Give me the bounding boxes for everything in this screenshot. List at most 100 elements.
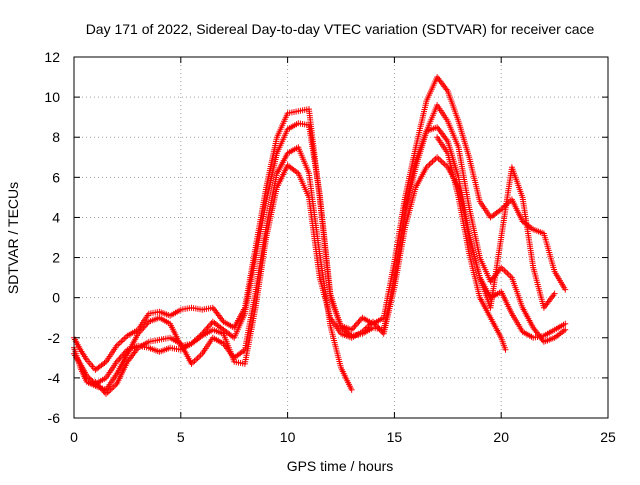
- data-point-cluster: [402, 160, 419, 211]
- data-point-cluster: [327, 322, 344, 369]
- data-point-cluster: [284, 121, 300, 133]
- data-point-cluster: [444, 118, 461, 149]
- data-point-cluster: [487, 207, 503, 221]
- data-point-cluster: [103, 360, 119, 381]
- data-point-cluster: [231, 306, 247, 331]
- data-point-cluster: [263, 136, 280, 191]
- series-track-4: [92, 144, 355, 397]
- data-point-cluster: [306, 170, 323, 255]
- data-point-cluster: [530, 226, 546, 236]
- data-point-cluster: [551, 327, 567, 341]
- data-point: [502, 346, 509, 353]
- data-point-cluster: [113, 348, 130, 365]
- data-point-cluster: [498, 288, 514, 315]
- data-point-cluster: [145, 315, 161, 325]
- data-point-cluster: [551, 321, 567, 333]
- data-point-cluster: [241, 246, 259, 311]
- data-point-cluster: [444, 150, 461, 199]
- data-point-cluster: [455, 174, 472, 235]
- series-track-6: [434, 134, 509, 353]
- data-point-cluster: [434, 74, 450, 93]
- data-point-cluster: [124, 346, 140, 365]
- data-point-cluster: [252, 236, 269, 311]
- data-point-cluster: [295, 170, 312, 199]
- data-point-cluster: [487, 314, 504, 339]
- data-points: [71, 74, 569, 397]
- data-point-cluster: [338, 322, 353, 333]
- data-point-cluster: [327, 294, 344, 327]
- series-track-5: [402, 124, 558, 311]
- data-point-cluster: [466, 230, 483, 279]
- data-point-cluster: [209, 304, 226, 324]
- data-point-cluster: [444, 138, 461, 179]
- data-point-cluster: [220, 326, 236, 340]
- data-point-cluster: [263, 172, 280, 231]
- data-point-cluster: [316, 250, 333, 327]
- data-point-cluster: [434, 124, 450, 143]
- x-tick-label: 20: [493, 429, 509, 445]
- data-point-cluster: [167, 307, 182, 319]
- data-point-cluster: [498, 264, 514, 280]
- data-point-cluster: [466, 154, 483, 203]
- data-point-cluster: [177, 340, 194, 365]
- data-point-cluster: [359, 325, 375, 337]
- data-point: [348, 386, 355, 393]
- data-point-cluster: [359, 314, 375, 326]
- data-point-cluster: [508, 196, 525, 223]
- data-point-cluster: [530, 264, 547, 309]
- data-point-cluster: [188, 332, 204, 347]
- data-point-cluster: [466, 204, 483, 259]
- data-point-cluster: [412, 130, 429, 165]
- data-point-cluster: [156, 345, 172, 355]
- data-point-cluster: [241, 290, 259, 353]
- data-point-cluster: [519, 328, 535, 340]
- data-point-cluster: [124, 327, 140, 339]
- data-point-cluster: [306, 194, 323, 279]
- data-point: [551, 290, 558, 297]
- x-tick-label: 10: [280, 429, 296, 445]
- data-point-cluster: [103, 372, 119, 393]
- data-point-cluster: [540, 327, 556, 339]
- data-point-cluster: [412, 100, 429, 151]
- data-point-cluster: [487, 236, 504, 311]
- data-point-cluster: [444, 88, 461, 123]
- data-point-cluster: [498, 334, 508, 351]
- plot-frame: [73, 56, 609, 419]
- data-point-cluster: [476, 254, 493, 283]
- y-tick-label: -6: [48, 410, 61, 426]
- y-tick-label: 4: [52, 209, 60, 225]
- x-axis-label: GPS time / hours: [287, 458, 394, 474]
- x-tick-label: 0: [70, 429, 78, 445]
- data-point-cluster: [476, 198, 493, 219]
- data-point-cluster: [103, 344, 119, 365]
- data-point-cluster: [508, 274, 525, 309]
- data-point-cluster: [508, 164, 525, 199]
- y-tick-label: 2: [52, 250, 60, 266]
- data-point-cluster: [188, 352, 204, 367]
- data-point-cluster: [540, 292, 557, 311]
- y-tick-label: 8: [52, 129, 60, 145]
- data-point-cluster: [135, 339, 150, 351]
- y-tick-label: 0: [52, 290, 60, 306]
- x-tick-label: 25: [600, 429, 616, 445]
- data-point-cluster: [380, 260, 397, 321]
- data-point-cluster: [455, 144, 472, 209]
- y-axis-label: SDTVAR / TECUs: [5, 182, 21, 294]
- data-point-cluster: [508, 310, 525, 333]
- data-point-cluster: [209, 318, 225, 332]
- data-point-cluster: [231, 348, 247, 361]
- data-point-cluster: [135, 312, 151, 333]
- data-point-cluster: [92, 360, 108, 373]
- data-point: [562, 326, 569, 333]
- data-point-cluster: [284, 145, 300, 157]
- data-point-cluster: [252, 226, 269, 295]
- data-point-cluster: [306, 106, 323, 199]
- data-point-cluster: [113, 360, 130, 387]
- data-point-cluster: [455, 194, 472, 255]
- data-point-cluster: [199, 336, 215, 357]
- data-point-cluster: [252, 200, 269, 261]
- data-point: [562, 320, 569, 327]
- data-point-cluster: [530, 324, 546, 344]
- data-point-cluster: [135, 320, 151, 337]
- data-point-cluster: [113, 352, 130, 377]
